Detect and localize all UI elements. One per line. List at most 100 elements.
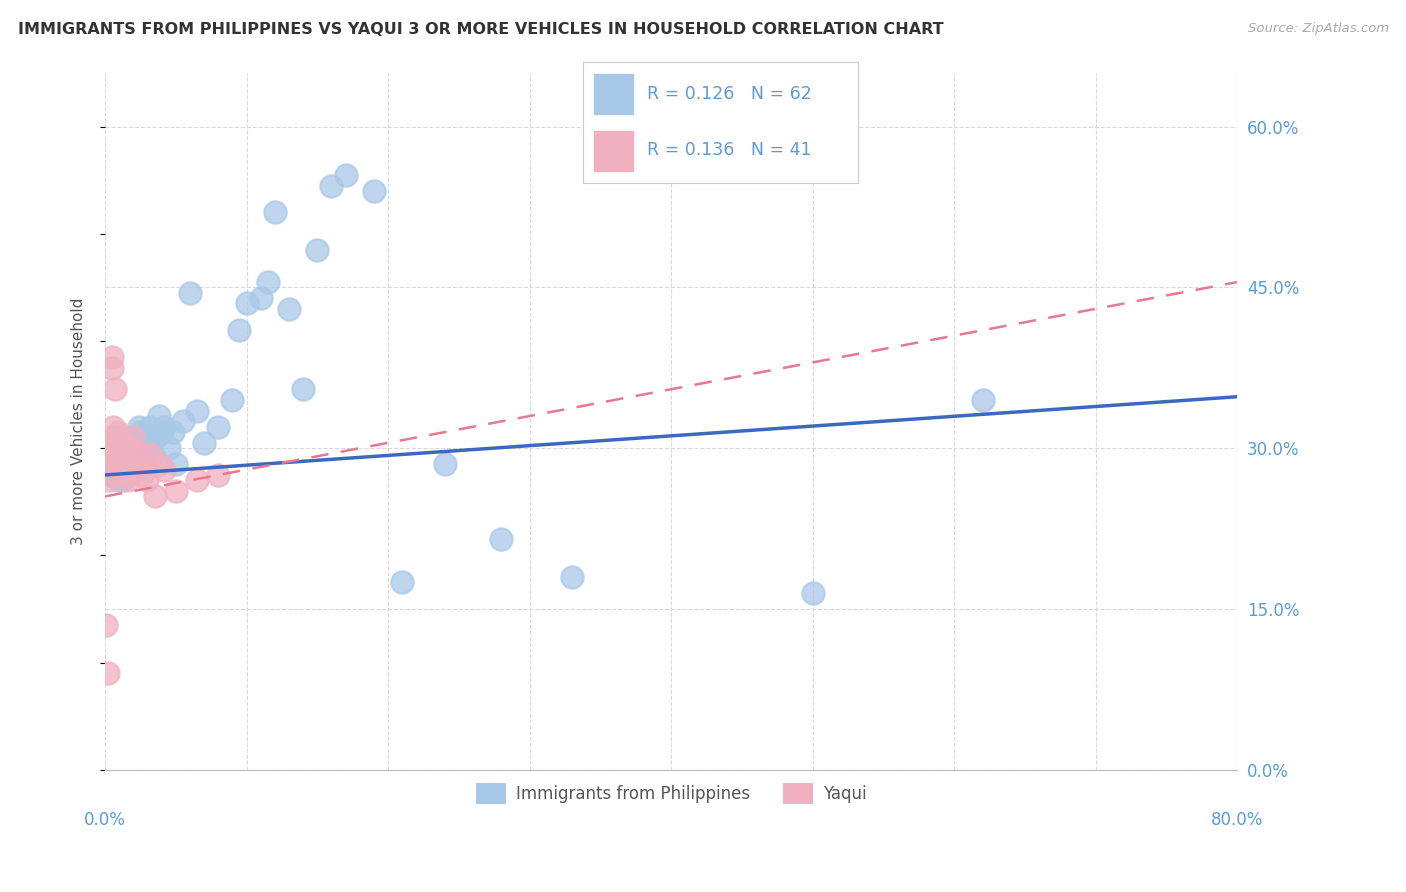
Point	[186, 474, 208, 488]
Point	[110, 457, 132, 471]
Legend: Immigrants from Philippines, Yaqui: Immigrants from Philippines, Yaqui	[470, 777, 873, 810]
Y-axis label: 3 or more Vehicles in Household: 3 or more Vehicles in Household	[72, 298, 86, 545]
Point	[263, 205, 285, 219]
Point	[107, 425, 129, 439]
Point	[134, 457, 156, 471]
Point	[249, 291, 271, 305]
Text: R = 0.126   N = 62: R = 0.126 N = 62	[647, 86, 811, 103]
Point	[801, 586, 824, 600]
Point	[125, 457, 148, 471]
Point	[108, 451, 131, 466]
Bar	[595, 75, 633, 114]
Point	[136, 474, 159, 488]
Point	[228, 323, 250, 337]
Point	[136, 435, 159, 450]
Point	[124, 446, 146, 460]
Point	[391, 575, 413, 590]
Point	[142, 446, 165, 460]
Bar	[595, 131, 633, 171]
Point	[111, 435, 134, 450]
Point	[117, 474, 139, 488]
Point	[128, 419, 150, 434]
Point	[114, 441, 136, 455]
Point	[193, 435, 215, 450]
Point	[117, 457, 139, 471]
Point	[96, 618, 118, 632]
Point	[105, 457, 128, 471]
Point	[127, 441, 149, 455]
Point	[103, 441, 125, 455]
Point	[111, 457, 134, 471]
Point	[110, 446, 132, 460]
Point	[179, 285, 201, 300]
Point	[114, 441, 136, 455]
Point	[129, 425, 152, 439]
Point	[128, 446, 150, 460]
Point	[101, 360, 124, 375]
Text: R = 0.136   N = 41: R = 0.136 N = 41	[647, 141, 811, 159]
Point	[112, 474, 135, 488]
Point	[972, 392, 994, 407]
Point	[98, 467, 121, 482]
Point	[162, 425, 184, 439]
Point	[97, 666, 120, 681]
Point	[118, 441, 141, 455]
Point	[112, 462, 135, 476]
Point	[256, 275, 278, 289]
Point	[120, 441, 142, 455]
Point	[101, 441, 124, 455]
Point	[108, 451, 131, 466]
Point	[122, 430, 145, 444]
Point	[104, 382, 127, 396]
Point	[108, 467, 131, 482]
Point	[221, 392, 243, 407]
Point	[139, 419, 162, 434]
Point	[433, 457, 456, 471]
Point	[143, 490, 166, 504]
Point	[235, 296, 257, 310]
Point	[108, 467, 131, 482]
Point	[101, 350, 124, 364]
Text: 0.0%: 0.0%	[84, 811, 127, 829]
Point	[103, 467, 125, 482]
Point	[104, 441, 127, 455]
Point	[98, 446, 121, 460]
Point	[105, 467, 128, 482]
Point	[120, 462, 142, 476]
Point	[101, 451, 124, 466]
Text: 80.0%: 80.0%	[1211, 811, 1264, 829]
Point	[107, 462, 129, 476]
Point	[115, 451, 138, 466]
Point	[103, 446, 125, 460]
Point	[207, 419, 229, 434]
Text: IMMIGRANTS FROM PHILIPPINES VS YAQUI 3 OR MORE VEHICLES IN HOUSEHOLD CORRELATION: IMMIGRANTS FROM PHILIPPINES VS YAQUI 3 O…	[18, 22, 943, 37]
Point	[153, 419, 176, 434]
Point	[104, 462, 127, 476]
Point	[561, 570, 583, 584]
Point	[98, 474, 121, 488]
Point	[122, 430, 145, 444]
Point	[115, 467, 138, 482]
Text: Source: ZipAtlas.com: Source: ZipAtlas.com	[1249, 22, 1389, 36]
Point	[132, 430, 155, 444]
Point	[118, 446, 141, 460]
Point	[100, 435, 122, 450]
Point	[104, 430, 127, 444]
Point	[165, 484, 187, 499]
Point	[321, 178, 343, 193]
Point	[148, 457, 170, 471]
Point	[139, 446, 162, 460]
Point	[307, 243, 329, 257]
Point	[107, 474, 129, 488]
Point	[335, 168, 357, 182]
Point	[131, 467, 153, 482]
Point	[145, 430, 167, 444]
Point	[100, 457, 122, 471]
Point	[111, 446, 134, 460]
Point	[121, 457, 143, 471]
Point	[172, 414, 194, 428]
Point	[363, 184, 385, 198]
Point	[150, 425, 173, 439]
Point	[186, 403, 208, 417]
Point	[103, 419, 125, 434]
